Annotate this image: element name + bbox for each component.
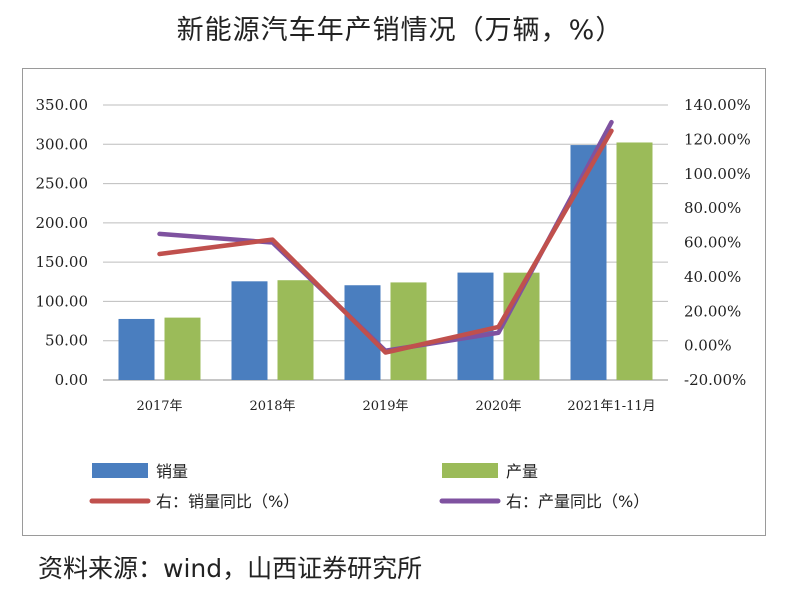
right-tick-label: 40.00%	[684, 268, 741, 286]
left-tick-label: 100.00	[36, 292, 89, 310]
category-label: 2021年1-11月	[567, 399, 655, 414]
legend-swatch	[92, 463, 148, 478]
bar-production	[164, 317, 201, 380]
line-sales-yoy	[157, 128, 614, 355]
category-label: 2017年	[136, 399, 182, 414]
legend-label: 销量	[156, 462, 188, 481]
bar-production	[616, 142, 653, 380]
right-tick-label: -20.00%	[684, 371, 746, 389]
legend-label: 产量	[506, 462, 538, 481]
legend-swatch	[442, 463, 498, 478]
bar-production	[390, 282, 427, 380]
right-tick-label: 0.00%	[684, 337, 732, 355]
right-tick-label: 140.00%	[684, 96, 751, 114]
left-tick-label: 0.00	[55, 371, 88, 389]
left-tick-label: 350.00	[36, 96, 89, 114]
legend-label: 右：产量同比（%）	[506, 492, 649, 511]
category-label: 2018年	[249, 399, 295, 414]
legend-label: 右：销量同比（%）	[156, 492, 299, 511]
bar-sales	[231, 281, 268, 380]
bar-sales	[457, 272, 494, 380]
right-tick-label: 120.00%	[684, 130, 751, 148]
line-production-yoy	[157, 119, 614, 354]
left-tick-label: 150.00	[36, 253, 89, 271]
left-tick-label: 200.00	[36, 214, 89, 232]
chart-title: 新能源汽车年产销情况（万辆，%）	[176, 15, 624, 46]
right-tick-label: 80.00%	[684, 199, 741, 217]
right-tick-label: 100.00%	[684, 165, 751, 183]
bar-sales	[570, 145, 607, 380]
left-tick-label: 50.00	[45, 332, 88, 350]
bar-sales	[118, 318, 155, 380]
source-note: 资料来源：wind，山西证券研究所	[38, 554, 423, 583]
left-tick-label: 300.00	[36, 135, 89, 153]
category-label: 2020年	[475, 399, 521, 414]
category-label: 2019年	[362, 399, 408, 414]
right-tick-label: 20.00%	[684, 302, 741, 320]
chart-frame	[22, 68, 766, 536]
left-tick-label: 250.00	[36, 175, 89, 193]
bar-production	[277, 280, 314, 380]
right-tick-label: 60.00%	[684, 234, 741, 252]
